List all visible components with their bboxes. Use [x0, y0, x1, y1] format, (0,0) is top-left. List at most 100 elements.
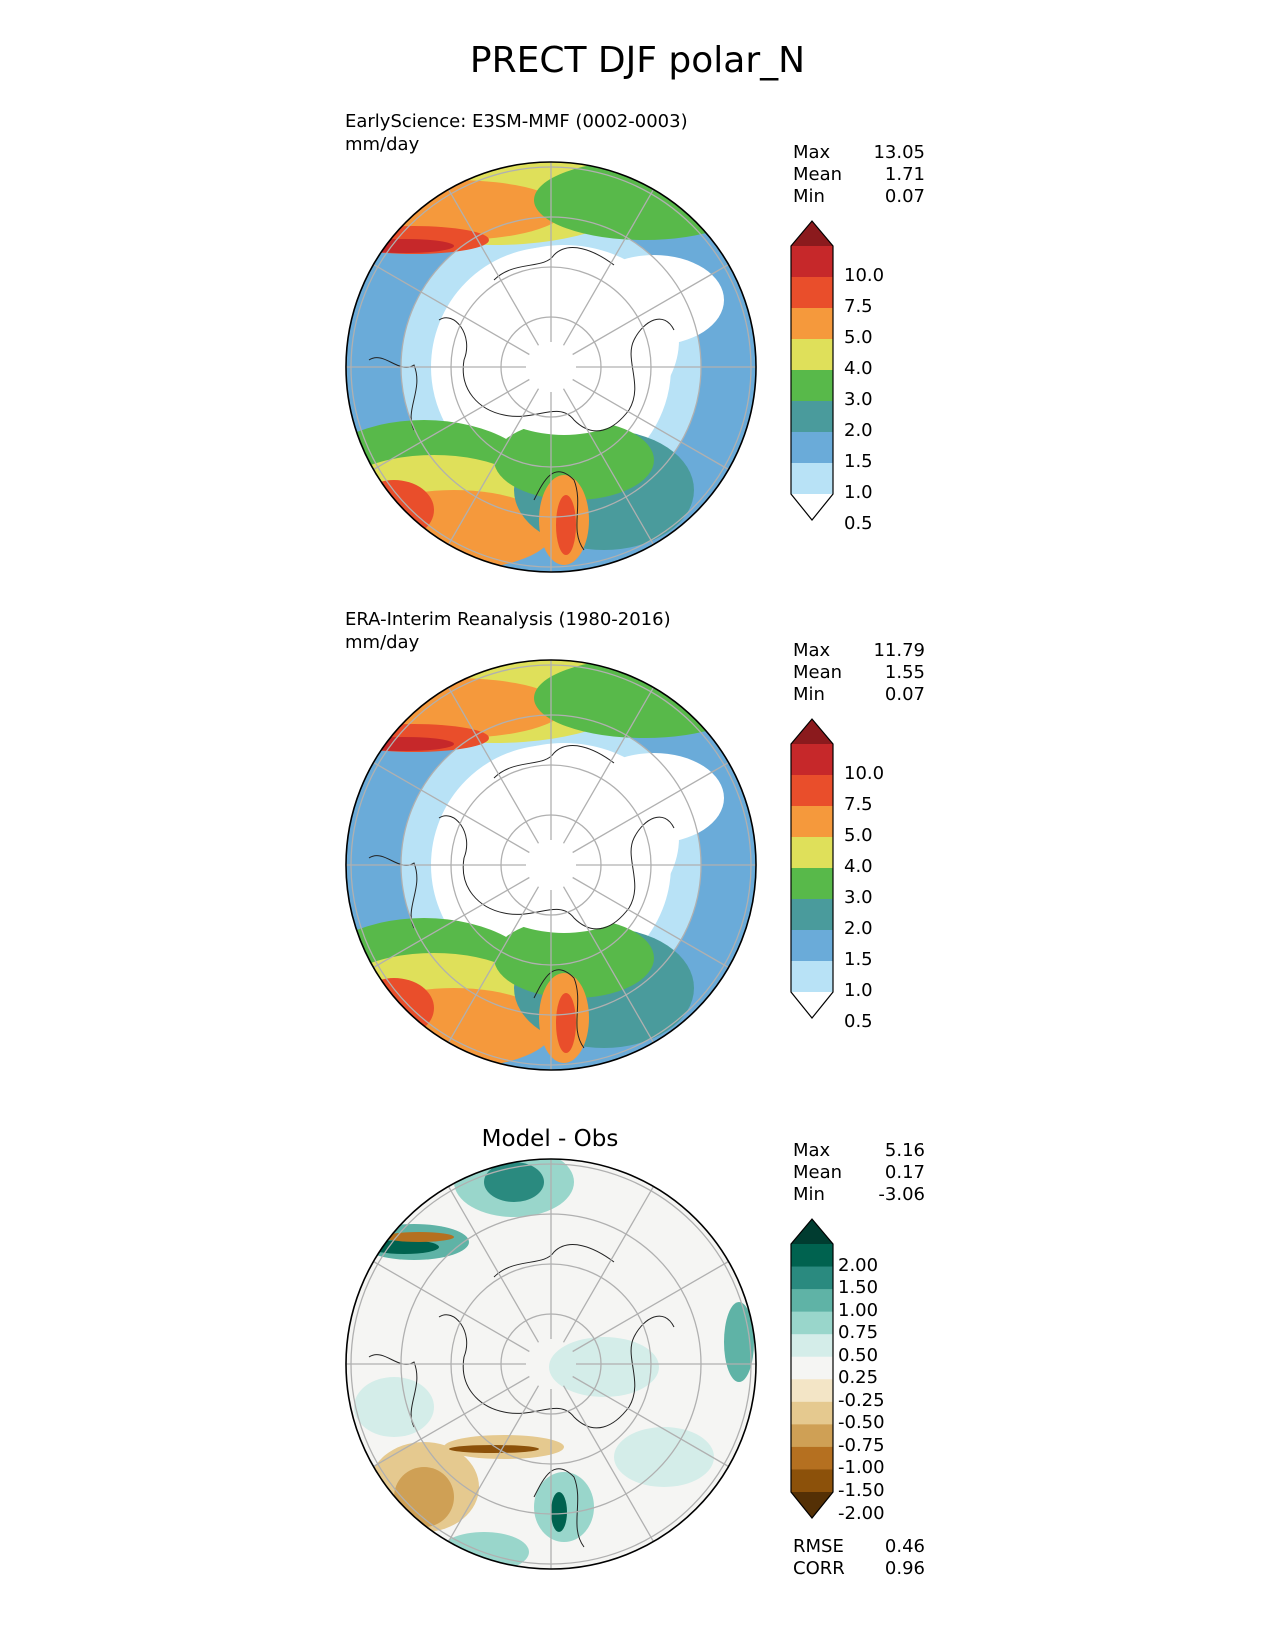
stat-value: 5.16: [884, 1140, 925, 1161]
colorbar-svg: [790, 718, 834, 1019]
colorbar-tick-label: 1.00: [838, 1299, 879, 1321]
meridian-line: [373, 263, 530, 356]
meridian-line: [447, 388, 540, 545]
colorbar-segment: [791, 1356, 833, 1380]
colorbar-tick-label: 7.5: [844, 296, 873, 317]
colorbar-segment: [791, 775, 833, 807]
stat-value: 0.17: [884, 1162, 925, 1183]
colorbar-tick-label: 2.0: [844, 420, 873, 441]
colorbar-segment: [791, 1379, 833, 1403]
colorbar-tick-label: -2.00: [838, 1502, 885, 1524]
colorbar-tick-label: 1.5: [844, 949, 873, 970]
meridian-line: [562, 388, 655, 545]
colorbar-tick-label: 1.5: [844, 451, 873, 472]
stat-label: Min: [793, 684, 825, 705]
colorbar-segment: [791, 1446, 833, 1470]
colorbar-tick-label: 10.0: [844, 265, 885, 286]
metric-value: 0.46: [884, 1536, 925, 1557]
field-region: [354, 1377, 434, 1437]
colorbar-segment: [791, 1469, 833, 1493]
field-region: [614, 1427, 714, 1487]
colorbar-extend-min: [791, 494, 833, 520]
metric-value: 0.96: [884, 1558, 925, 1579]
colorbar-segment: [791, 868, 833, 900]
map-boundary: [345, 161, 757, 573]
meridian-line: [562, 1186, 655, 1343]
diff-title: Model - Obs: [481, 1126, 619, 1152]
diff-polar-map: [345, 1158, 757, 1570]
meridian-line: [572, 1375, 729, 1468]
colorbar-tick-label: 1.0: [844, 980, 873, 1001]
meridian-line: [562, 189, 655, 346]
colorbar-segment: [791, 1424, 833, 1448]
stat-value: 0.07: [884, 186, 925, 207]
colorbar-segment: [791, 370, 833, 402]
stat-value: 1.55: [884, 662, 925, 683]
colorbar-extend-min: [791, 992, 833, 1018]
figure-title: PRECT DJF polar_N: [469, 40, 806, 81]
colorbar-tick-label: -0.75: [838, 1434, 885, 1456]
colorbar-extend-min: [791, 1492, 833, 1518]
colorbar-extend-max: [791, 719, 833, 744]
field-region: [494, 420, 654, 500]
test-stats: Max 13.05 Mean 1.71 Min 0.07: [793, 142, 925, 208]
coastline: [368, 247, 675, 551]
test-colorbar: 10.0 7.5 5.0 4.0 3.0 2.0 1.5 1.0 0.5: [790, 220, 940, 534]
colorbar-tick-label: 0.5: [844, 1011, 873, 1032]
colorbar-segment: [791, 246, 833, 278]
meridian-line: [562, 1385, 655, 1542]
field-region: [556, 993, 576, 1053]
test-units: mm/day: [345, 134, 420, 155]
field-region: [354, 480, 434, 540]
ref-polar-map: [345, 659, 757, 1071]
colorbar-segment: [791, 339, 833, 371]
meridian-line: [373, 378, 530, 471]
meridian-line: [562, 886, 655, 1043]
colorbar-segment: [791, 401, 833, 433]
diff-colorbar: 2.00 1.50 1.00 0.75 0.50 0.25 -0.25 -0.50 -0.75-…: [790, 1218, 940, 1524]
meridian-line: [572, 876, 729, 969]
colorbar-segment: [791, 308, 833, 340]
meridian-line: [447, 886, 540, 1043]
meridian-line: [373, 1375, 530, 1468]
colorbar-tick-label: 5.0: [844, 327, 873, 348]
field-region: [584, 255, 724, 345]
meridian-line: [447, 687, 540, 844]
stat-row: Max 5.16: [793, 1140, 925, 1162]
colorbar-outline: [790, 718, 834, 1019]
colorbar-tick-label: 0.75: [838, 1322, 879, 1344]
colorbar-extend-max: [791, 1219, 833, 1244]
field-region: [551, 1492, 567, 1532]
stat-value: -3.06: [878, 1184, 925, 1205]
stat-label: Max: [793, 142, 831, 163]
colorbar-segment: [791, 899, 833, 931]
meridian-line: [373, 876, 530, 969]
map-boundary: [345, 1158, 757, 1570]
colorbar-tick-label: 0.5: [844, 513, 873, 534]
colorbar-tick-label: -0.50: [838, 1412, 885, 1434]
metric-row: CORR 0.96: [793, 1558, 925, 1580]
stat-label: Mean: [793, 164, 843, 185]
colorbar-segment: [791, 277, 833, 309]
colorbar-tick-label: -1.50: [838, 1480, 885, 1501]
stat-row: Mean 1.71: [793, 164, 925, 186]
field-region: [534, 162, 754, 240]
meridian-line: [572, 1260, 729, 1353]
colorbar-tick-label: 1.50: [838, 1277, 879, 1299]
colorbar-segment: [791, 806, 833, 838]
colorbar-tick-label: -1.00: [838, 1457, 885, 1479]
colorbar-outline: [790, 1218, 834, 1519]
colorbar-tick-label: 3.0: [844, 887, 873, 908]
colorbar-tick-label: 4.0: [844, 358, 873, 379]
field-region: [354, 239, 454, 253]
colorbar-segment: [791, 463, 833, 495]
colorbar-segment: [791, 432, 833, 464]
field-region: [584, 753, 724, 843]
meridian-line: [447, 1385, 540, 1542]
field-region: [384, 1232, 454, 1242]
colorbar-tick-label: 2.00: [838, 1254, 879, 1276]
colorbar-segment: [791, 1266, 833, 1290]
meridian-line: [373, 1260, 530, 1353]
meridian-line: [572, 761, 729, 854]
colorbar-tick-label: 1.0: [844, 482, 873, 503]
